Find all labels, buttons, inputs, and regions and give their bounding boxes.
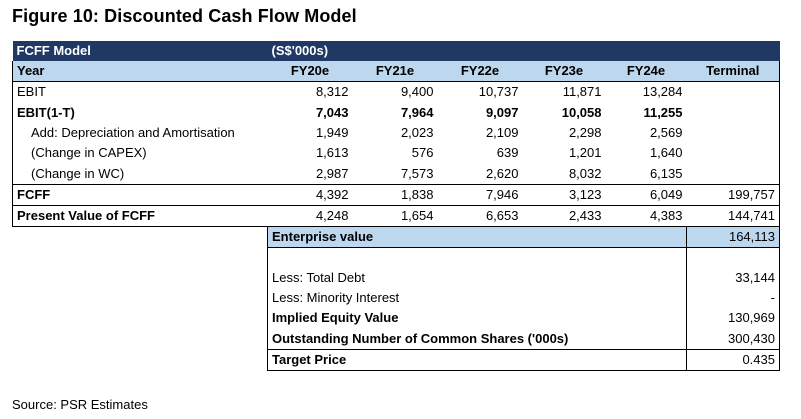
cell: 7,964: [400, 104, 434, 120]
table-row-ebit: EBIT 8,312 9,400 10,737 11,871 13,284: [12, 81, 780, 103]
cell: 8,312: [315, 84, 349, 100]
table-row-fcff: FCFF 4,392 1,838 7,946 3,123 6,049 199,7…: [12, 183, 780, 206]
cell: 2,987: [315, 165, 349, 181]
cell: 11,255: [643, 104, 683, 120]
table-header-row: FCFF Model (S$'000s): [12, 41, 780, 62]
row-label: Implied Equity Value: [267, 308, 687, 329]
year-row: Year FY20e FY21e FY22e FY23e FY24e Termi…: [12, 61, 780, 83]
year-col: FY22e: [437, 61, 523, 83]
cell-empty: [13, 226, 268, 247]
cell: 9,400: [400, 84, 434, 100]
year-col: FY20e: [267, 61, 353, 83]
cell-value: 0.435: [686, 349, 780, 371]
cell-empty: [13, 329, 268, 350]
dcf-table: FCFF Model (S$'000s) Year FY20e FY21e FY…: [12, 41, 780, 371]
cell-empty: [13, 267, 268, 287]
row-label: Present Value of FCFF: [12, 205, 268, 227]
cell-empty: [686, 247, 780, 268]
cell: 3,123: [522, 183, 606, 206]
cell-empty: [686, 122, 780, 144]
row-label: Less: Minority Interest: [267, 287, 687, 309]
row-label: (Change in CAPEX): [12, 143, 268, 164]
row-label: Enterprise value: [267, 226, 687, 248]
cell-value: -: [686, 287, 780, 309]
table-row-da: Add: Depreciation and Amortisation 1,949…: [12, 122, 780, 144]
cell-empty: [13, 288, 268, 308]
table-row-pv: Present Value of FCFF 4,248 1,654 6,653 …: [12, 205, 780, 227]
cell: 2,620: [485, 165, 519, 181]
cell: 1,613: [315, 145, 349, 161]
cell: 4,248: [267, 205, 353, 227]
row-label: FCFF: [12, 183, 268, 206]
cell: 4,383: [605, 205, 687, 227]
cell: 1,201: [568, 145, 602, 161]
cell-empty: [686, 143, 780, 164]
terminal-col: Terminal: [686, 61, 780, 83]
cell-value: 130,969: [686, 308, 780, 329]
source-note: Source: PSR Estimates: [12, 397, 148, 412]
cell: 4,392: [267, 183, 353, 206]
table-row-ebit-1-t: EBIT(1-T) 7,043 7,964 9,097 10,058 11,25…: [12, 102, 780, 123]
model-label: FCFF Model: [12, 41, 268, 62]
cell-value: 33,144: [686, 267, 780, 288]
row-label: Target Price: [267, 349, 687, 371]
cell: 639: [496, 145, 519, 161]
table-row-target: Target Price 0.435: [13, 349, 780, 371]
cell: 1,654: [352, 205, 438, 227]
table-row-debt: Less: Total Debt 33,144: [13, 267, 780, 288]
cell: 576: [411, 145, 434, 161]
cell-empty: [686, 163, 780, 185]
cell: 1,949: [315, 124, 349, 140]
cell-empty: [13, 247, 268, 267]
cell-empty: [686, 81, 780, 103]
cell: 1,838: [352, 183, 438, 206]
cell: 7,573: [400, 165, 434, 181]
cell: 8,032: [568, 165, 602, 181]
table-row-minority: Less: Minority Interest -: [13, 287, 780, 309]
year-label: Year: [12, 61, 268, 83]
year-col: FY23e: [522, 61, 606, 83]
cell-terminal: 144,741: [686, 205, 780, 227]
row-label: Outstanding Number of Common Shares ('00…: [267, 328, 687, 350]
cell-empty: [13, 349, 268, 370]
cell: 13,284: [642, 84, 683, 100]
year-col: FY21e: [352, 61, 438, 83]
cell: 6,049: [605, 183, 687, 206]
cell-empty: [267, 247, 687, 268]
cell: 2,433: [522, 205, 606, 227]
row-label: EBIT: [12, 81, 268, 103]
cell-empty: [686, 102, 780, 123]
table-row-enterprise: Enterprise value 164,113: [13, 226, 780, 248]
figure-title: Figure 10: Discounted Cash Flow Model: [12, 6, 357, 26]
cell: 6,135: [649, 165, 683, 181]
table-row-shares: Outstanding Number of Common Shares ('00…: [13, 328, 780, 350]
row-label: Less: Total Debt: [267, 267, 687, 288]
table-row-equity: Implied Equity Value 130,969: [13, 308, 780, 329]
row-label: Add: Depreciation and Amortisation: [12, 122, 268, 144]
units-label: (S$'000s): [267, 41, 780, 62]
cell: 7,043: [315, 104, 349, 120]
row-label: EBIT(1-T): [12, 102, 268, 123]
table-row-spacer: [13, 247, 780, 268]
cell: 9,097: [485, 104, 519, 120]
cell: 10,737: [478, 84, 519, 100]
cell: 2,109: [485, 124, 519, 140]
cell: 1,640: [649, 145, 683, 161]
row-label: (Change in WC): [12, 163, 268, 185]
table-row-wc: (Change in WC) 2,987 7,573 2,620 8,032 6…: [12, 163, 780, 185]
cell: 2,298: [568, 124, 602, 140]
cell: 11,871: [562, 84, 602, 100]
cell-value: 164,113: [686, 226, 780, 248]
year-col: FY24e: [605, 61, 687, 83]
cell-empty: [13, 308, 268, 328]
table-row-capex: (Change in CAPEX) 1,613 576 639 1,201 1,…: [12, 143, 780, 164]
cell-value: 300,430: [686, 328, 780, 350]
cell: 2,023: [400, 124, 434, 140]
cell: 6,653: [437, 205, 523, 227]
cell: 7,946: [437, 183, 523, 206]
cell: 10,058: [561, 104, 602, 120]
cell: 2,569: [649, 124, 683, 140]
cell-terminal: 199,757: [686, 183, 780, 206]
